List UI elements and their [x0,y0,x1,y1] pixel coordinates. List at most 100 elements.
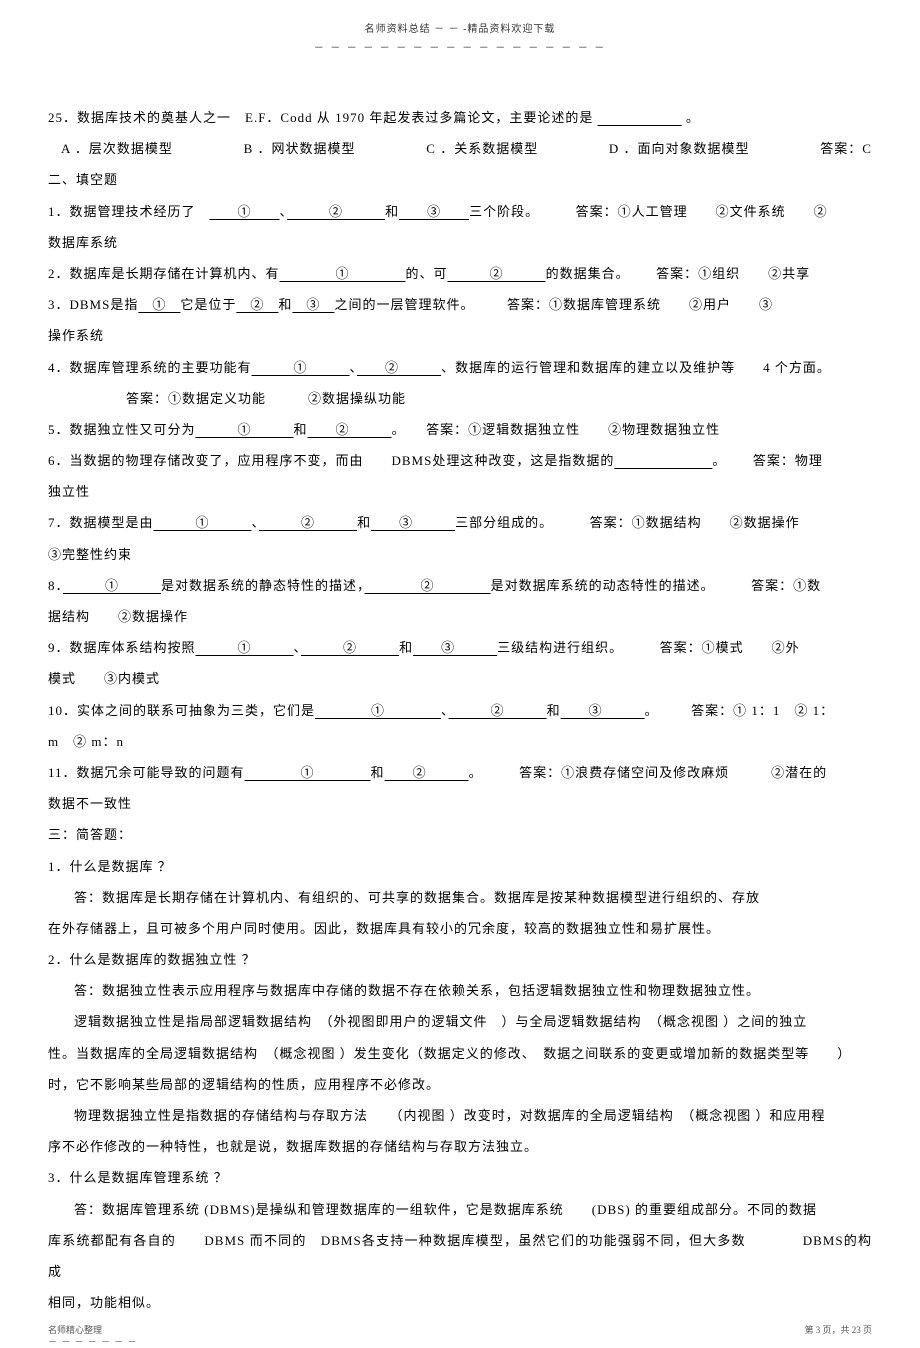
f2-pre: 2．数据库是长期存储在计算机内、有 [48,266,280,281]
f5-ans: 答案：①逻辑数据独立性 ②物理数据独立性 [426,422,720,437]
f11-post: 。 [469,765,483,780]
short-2-a4: 时，它不影响某些局部的逻辑结构的性质，应用程序不必修改。 [48,1069,872,1100]
f8-pre: 8． [48,578,63,593]
short-2-a3: 性。当数据库的全局逻辑数据结构 （概念视图 ）发生变化（数据定义的修改、 数据之… [48,1038,872,1069]
f8-b2: ② [365,578,491,593]
f3-mid1: 它是位于 [180,297,236,312]
f1-b1: ① [210,204,280,219]
short-1-q: 1．什么是数据库 ？ [48,851,872,882]
q25-options: A ．层次数据模型 B ．网状数据模型 C ．关系数据模型 D ．面向对象数据模… [48,133,872,164]
f1-b2: ② [287,204,385,219]
f4-ans-text: 答案：①数据定义功能 ②数据操纵功能 [126,391,406,406]
short-2-a5: 物理数据独立性是指数据的存储结构与存取方法 （内视图 ）改变时，对数据库的全局逻… [48,1100,872,1131]
q25-opt-a: A ．层次数据模型 [61,133,173,164]
f5-pre: 5．数据独立性又可分为 [48,422,196,437]
f7-pre: 7．数据模型是由 [48,515,154,530]
q25-stem: 25．数据库技术的奠基人之一 E.F．Codd 从 1970 年起发表过多篇论文… [48,102,872,133]
f7-sep1: 、 [252,515,260,530]
f9-b2: ② [301,640,399,655]
q25-end: 。 [686,110,700,125]
q25-opt-c: C ．关系数据模型 [426,133,538,164]
short-2-a1: 答：数据独立性表示应用程序与数据库中存储的数据不存在依赖关系，包括逻辑数据独立性… [48,975,872,1006]
fill-7-line2: ③完整性约束 [48,539,872,570]
f1-mid: 和 [385,204,399,219]
f3-b2: ② [236,297,278,312]
f4-sep: 、 [350,360,358,375]
fill-7: 7．数据模型是由 ① 、 ② 和 ③ 三部分组成的。 答案：①数据结构 ②数据操… [48,507,872,538]
f3-b1: ① [138,297,180,312]
fill-5: 5．数据独立性又可分为 ① 和 ② 。 答案：①逻辑数据独立性 ②物理数据独立性 [48,414,872,445]
f9-b1: ① [196,640,294,655]
short-3-a1: 答：数据库管理系统 (DBMS)是操纵和管理数据库的一组软件，它是数据库系统 (… [48,1194,872,1225]
page-header-dashes: － － － － － － － － － － － － － － － － － － [48,39,872,54]
q25-opt-d: D ．面向对象数据模型 [609,133,750,164]
f10-sep1: 、 [441,703,449,718]
f5-b2: ② [308,422,392,437]
fill-3-line2: 操作系统 [48,320,872,351]
f11-pre: 11．数据冗余可能导致的问题有 [48,765,245,780]
f6-post: 。 [712,453,726,468]
f5-b1: ① [196,422,294,437]
f9-sep1: 、 [294,640,302,655]
f9-ans: 答案：①模式 ②外 [660,640,800,655]
f9-mid: 和 [399,640,413,655]
f7-post: 三部分组成的。 [455,515,553,530]
f3-b3: ③ [292,297,334,312]
f3-ans: 答案：①数据库管理系统 ②用户 ③ [507,297,773,312]
fill-1-line2: 数据库系统 [48,227,872,258]
f4-post: 、数据库的运行管理和数据库的建立以及维护等 4 个方面。 [441,360,831,375]
f7-b3: ③ [371,515,455,530]
q25-blank [598,110,682,125]
f1-pre: 1．数据管理技术经历了 [48,204,210,219]
f8-post: 是对数据库系统的动态特性的描述。 [491,578,715,593]
short-2-a2: 逻辑数据独立性是指局部逻辑数据结构 （外视图即用户的逻辑文件 ）与全局逻辑数据结… [48,1006,872,1037]
f4-b2: ② [357,360,441,375]
f5-post: 。 [392,422,406,437]
page-header-title: 名师资料总结 － － -精品资料欢迎下载 [48,20,872,35]
f1-post: 三个阶段。 [469,204,539,219]
f4-pre: 4．数据库管理系统的主要功能有 [48,360,252,375]
f11-ans: 答案：①浪费存储空间及修改麻烦 ②潜在的 [519,765,827,780]
short-2-a6: 序不必作修改的一种特性，也就是说，数据库数据的存储结构与存取方法独立。 [48,1131,872,1162]
f5-mid: 和 [294,422,308,437]
f7-mid: 和 [357,515,371,530]
short-1-a1: 答：数据库是长期存储在计算机内、有组织的、可共享的数据集合。数据库是按某种数据模… [48,882,872,913]
fill-4: 4．数据库管理系统的主要功能有 ① 、 ② 、数据库的运行管理和数据库的建立以及… [48,352,872,383]
f2-ans: 答案：①组织 ②共享 [656,266,810,281]
f1-b3: ③ [399,204,469,219]
f11-mid: 和 [371,765,385,780]
f10-mid: 和 [547,703,561,718]
fill-8: 8． ① 是对数据系统的静态特性的描述， ② 是对数据库系统的动态特性的描述。 … [48,570,872,601]
f2-mid1: 的、可 [406,266,448,281]
fill-8-line2: 据结构 ②数据操作 [48,601,872,632]
q25-opt-b: B ．网状数据模型 [244,133,356,164]
fill-10-line2: m ② m：n [48,726,872,757]
section-3-title: 三：简答题： [48,819,872,850]
f11-b2: ② [385,765,469,780]
q25-text: 25．数据库技术的奠基人之一 E.F．Codd 从 1970 年起发表过多篇论文… [48,110,593,125]
f7-b1: ① [154,515,252,530]
page-footer: 名师精心整理 第 3 页，共 23 页 [48,1323,872,1336]
f9-post: 三级结构进行组织。 [497,640,623,655]
f3-post: 之间的一层管理软件。 [334,297,474,312]
f10-b2: ② [449,703,547,718]
f6-pre: 6．当数据的物理存储改变了，应用程序不变，而由 DBMS处理这种改变，这是指数据… [48,453,614,468]
fill-10: 10．实体之间的联系可抽象为三类，它们是 ① 、 ② 和 ③ 。 答案：① 1：… [48,695,872,726]
f3-mid2: 和 [278,297,292,312]
fill-3: 3．DBMS是指 ① 它是位于 ② 和 ③ 之间的一层管理软件。 答案：①数据库… [48,289,872,320]
f8-ans: 答案：①数 [751,578,821,593]
short-3-q: 3．什么是数据库管理系统 ？ [48,1162,872,1193]
short-3-a2: 库系统都配有各自的 DBMS 而不同的 DBMS各支持一种数据库模型，虽然它们的… [48,1225,872,1287]
fill-9: 9．数据库体系结构按照 ① 、 ② 和 ③ 三级结构进行组织。 答案：①模式 ②… [48,632,872,663]
fill-6: 6．当数据的物理存储改变了，应用程序不变，而由 DBMS处理这种改变，这是指数据… [48,445,872,476]
short-3-a3: 相同，功能相似。 [48,1287,872,1318]
short-2-q: 2．什么是数据库的数据独立性 ？ [48,944,872,975]
f11-b1: ① [245,765,371,780]
f10-post: 。 [645,703,659,718]
f6-b1 [614,453,712,468]
f1-ans: 答案：①人工管理 ②文件系统 ② [576,204,828,219]
short-1-a2: 在外存储器上，且可被多个用户同时使用。因此，数据库具有较小的冗余度，较高的数据独… [48,913,872,944]
fill-2: 2．数据库是长期存储在计算机内、有 ① 的、可 ② 的数据集合。 答案：①组织 … [48,258,872,289]
fill-11: 11．数据冗余可能导致的问题有 ① 和 ② 。 答案：①浪费存储空间及修改麻烦 … [48,757,872,788]
q25-answer: 答案：C [820,133,872,164]
